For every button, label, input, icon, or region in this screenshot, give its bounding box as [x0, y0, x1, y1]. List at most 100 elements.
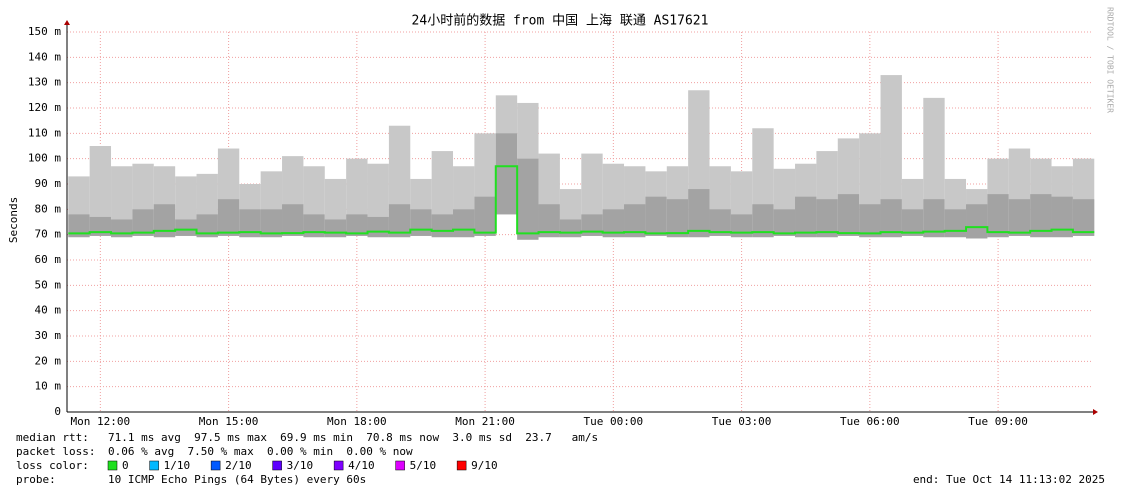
watermark: RRDTOOL / TOBI OETIKER	[1106, 7, 1115, 113]
smoke-outer	[880, 75, 902, 238]
smoke-inner	[495, 133, 518, 215]
stat-text: 71.1 ms avg 97.5 ms max 69.9 ms min 70.8…	[108, 431, 598, 444]
y-tick-label: 60 m	[35, 253, 62, 266]
y-tick-label: 150 m	[28, 25, 61, 38]
smoke-inner	[260, 209, 283, 238]
y-tick-label: 100 m	[28, 152, 61, 165]
loss-color-label: 0	[122, 459, 129, 472]
smoke-inner	[303, 214, 325, 238]
loss-color-label: 3/10	[287, 459, 314, 472]
y-tick-label: 140 m	[28, 50, 61, 63]
smoke-inner	[987, 194, 1009, 238]
stat-label: median rtt:	[16, 431, 89, 444]
smoke-inner	[1051, 196, 1073, 238]
smoke-inner	[645, 196, 667, 236]
smoke-inner	[132, 209, 154, 236]
end-time: end: Tue Oct 14 11:13:02 2025	[913, 473, 1105, 486]
y-tick-label: 110 m	[28, 126, 61, 139]
smoke-inner	[666, 199, 689, 238]
loss-swatch	[456, 460, 467, 471]
x-tick-label: Tue 00:00	[584, 415, 644, 428]
probe-label: probe:	[16, 473, 56, 486]
y-arrow	[64, 20, 70, 25]
smoke-inner	[1008, 199, 1031, 236]
smoke-outer	[89, 146, 112, 236]
loss-color-label: 5/10	[410, 459, 437, 472]
smoke-inner	[196, 214, 218, 238]
probe-text: 10 ICMP Echo Pings (64 Bytes) every 60s	[108, 473, 366, 486]
smoke-inner	[816, 199, 838, 238]
smoke-inner	[346, 214, 368, 236]
smoke-inner	[602, 209, 625, 238]
loss-swatch	[210, 460, 221, 471]
plot	[67, 31, 1095, 413]
loss-color-label: 9/10	[471, 459, 498, 472]
y-axis-label: Seconds	[7, 197, 20, 243]
smoke-inner	[282, 204, 304, 236]
smoke-inner	[859, 204, 881, 238]
smoke-inner	[410, 209, 432, 236]
smoke-inner	[1030, 194, 1052, 238]
smoke-inner	[944, 209, 967, 238]
smoke-inner	[324, 219, 347, 238]
x-tick-label: Mon 21:00	[455, 415, 515, 428]
smoke-inner	[111, 219, 133, 238]
smoke-inner	[752, 204, 774, 238]
loss-color-label: 4/10	[348, 459, 375, 472]
smoke-inner	[773, 209, 796, 236]
smoke-inner	[837, 194, 860, 236]
smoke-inner	[517, 158, 539, 240]
smoke-inner	[688, 189, 710, 238]
y-tick-label: 20 m	[35, 354, 62, 367]
y-tick-label: 120 m	[28, 101, 61, 114]
smoke-inner	[175, 219, 197, 236]
smoke-inner	[709, 209, 731, 236]
loss-swatch	[333, 460, 344, 471]
smoke-inner	[901, 209, 924, 236]
smoke-inner	[880, 199, 902, 238]
smoke-inner	[153, 204, 176, 238]
y-tick-label: 70 m	[35, 228, 62, 241]
smoke-inner	[388, 204, 411, 238]
smoke-inner	[217, 199, 240, 236]
loss-color-label: 1/10	[164, 459, 191, 472]
y-tick-label: 80 m	[35, 202, 62, 215]
median-line	[68, 165, 1095, 235]
y-tick-label: 130 m	[28, 76, 61, 89]
y-tick-label: 40 m	[35, 304, 62, 317]
smoke-inner	[624, 204, 646, 238]
y-tick-label: 0	[54, 405, 61, 418]
smoke-inner	[239, 209, 261, 238]
smoke-inner	[474, 196, 496, 236]
x-tick-label: Tue 03:00	[712, 415, 772, 428]
loss-color-label: 2/10	[225, 459, 252, 472]
stat-text: 0.06 % avg 7.50 % max 0.00 % min 0.00 % …	[108, 445, 413, 458]
x-tick-label: Mon 12:00	[71, 415, 131, 428]
smoke-inner	[538, 204, 560, 238]
x-arrow	[1093, 409, 1098, 415]
smoke-inner	[730, 214, 753, 238]
y-tick-label: 90 m	[35, 177, 62, 190]
chart-title: 24小时前的数据 from 中国 上海 联通 AS17621	[412, 13, 709, 29]
x-tick-label: Mon 18:00	[327, 415, 387, 428]
smoke-inner	[559, 219, 582, 238]
y-tick-label: 10 m	[35, 380, 62, 393]
y-tick-label: 30 m	[35, 329, 62, 342]
loss-swatch	[107, 460, 118, 471]
loss-label: loss color:	[16, 459, 89, 472]
smoke-inner	[1072, 199, 1095, 236]
x-tick-label: Mon 15:00	[199, 415, 259, 428]
smoke-inner	[453, 209, 475, 238]
smoke-inner	[581, 214, 603, 236]
smoke-inner	[966, 204, 988, 239]
loss-swatch	[149, 460, 159, 471]
x-tick-label: Tue 06:00	[840, 415, 900, 428]
smoke-inner	[68, 214, 90, 238]
loss-swatch	[395, 460, 405, 471]
y-tick-label: 50 m	[35, 278, 62, 291]
smoke-inner	[367, 216, 389, 238]
smoke-inner	[923, 199, 945, 238]
x-tick-label: Tue 09:00	[968, 415, 1028, 428]
